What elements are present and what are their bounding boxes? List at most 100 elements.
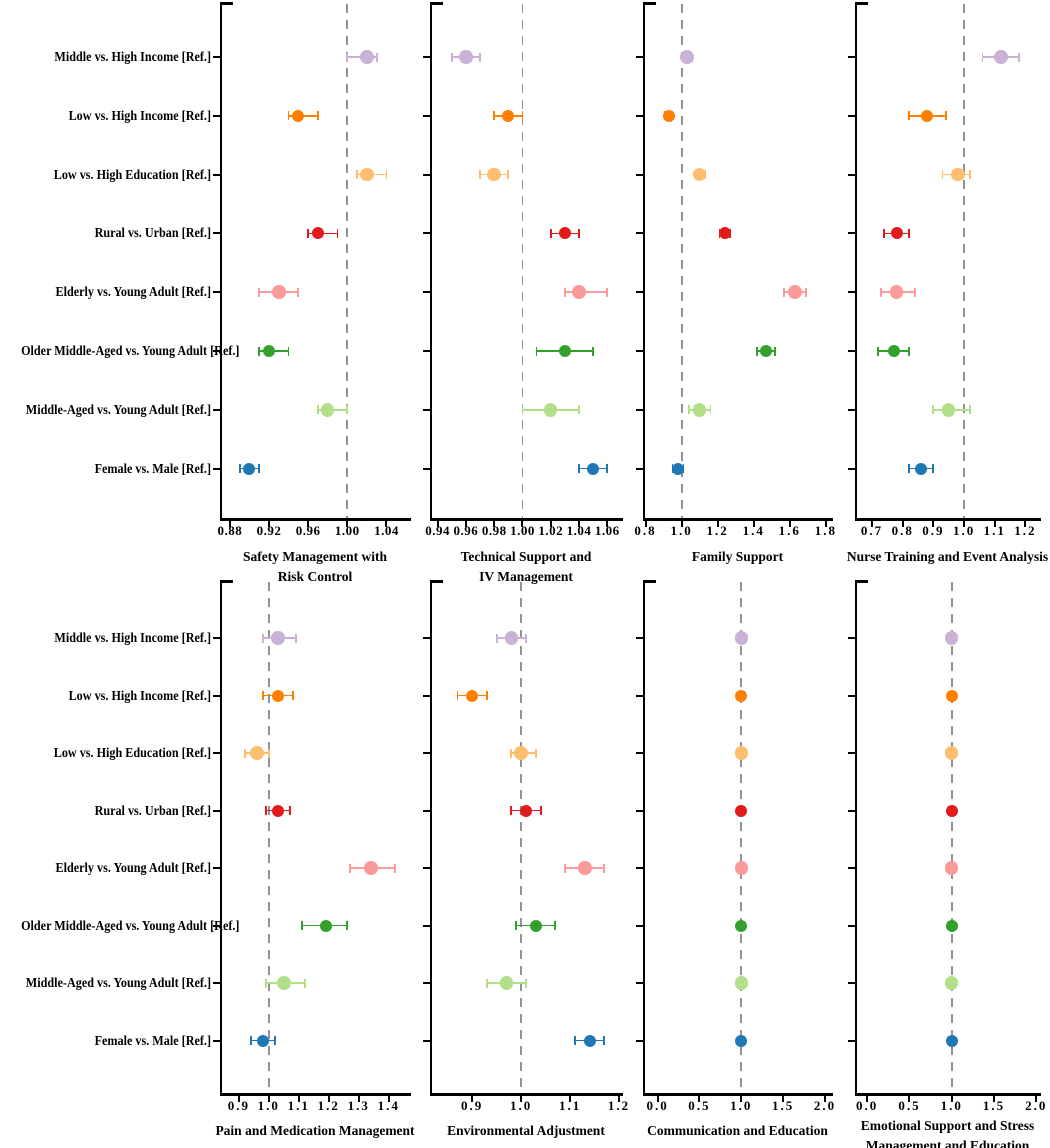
x-tick — [357, 1095, 360, 1102]
error-bar-cap-left — [356, 170, 358, 180]
error-bar-cap-left — [756, 346, 759, 356]
y-tick — [213, 867, 220, 869]
forest-panel: 0.0 0.5 1.0 1.5 2.0 Emotional Support and Str… — [848, 580, 1045, 1148]
data-point — [504, 631, 519, 645]
error-bar-cap-left — [264, 978, 267, 988]
data-point — [250, 746, 264, 760]
forest-panel: 0.94 0.96 0.98 1.00 1.02 1.04 1.06 Technical Su… — [423, 2, 623, 584]
data-point — [499, 976, 514, 990]
error-bar-cap-right — [907, 346, 910, 356]
x-tick — [824, 520, 827, 527]
error-bar-cap-left — [563, 287, 566, 297]
error-bar-cap-left — [549, 228, 552, 238]
x-tick-label: 1.0 — [952, 523, 976, 538]
error-bar-cap-right — [336, 228, 339, 238]
error-bar-cap-right — [393, 863, 396, 873]
x-tick-label: 1.5 — [771, 1098, 795, 1113]
axis-top-cap — [219, 580, 233, 583]
y-axis-spine — [642, 2, 645, 521]
data-point — [945, 804, 958, 817]
error-bar-cap-left — [907, 464, 910, 474]
category-label: Older Middle-Aged vs. Young Adult [Ref.] — [21, 917, 240, 933]
error-bar-cap-right — [932, 464, 935, 474]
x-tick — [782, 1095, 785, 1102]
error-bar-cap-left — [258, 287, 261, 297]
y-tick — [213, 1039, 220, 1042]
x-tick-label: 2.0 — [813, 1098, 837, 1113]
category-label: Rural vs. Urban [Ref.] — [94, 802, 211, 818]
data-point — [572, 285, 586, 299]
error-bar-cap-left — [264, 806, 267, 815]
reference-line — [267, 582, 270, 1093]
x-tick-label: 1.1 — [558, 1098, 582, 1113]
data-point — [320, 403, 335, 417]
error-bar-cap-right — [507, 170, 510, 180]
data-point — [944, 631, 959, 645]
y-tick — [213, 982, 220, 984]
data-point — [890, 227, 903, 240]
x-axis-spine — [429, 518, 623, 521]
error-bar-cap-left — [880, 287, 883, 297]
x-axis-spine — [854, 518, 1041, 521]
y-tick — [636, 173, 643, 176]
data-point — [734, 861, 749, 875]
error-bar-cap-left — [932, 405, 935, 415]
data-point — [271, 631, 285, 645]
data-point — [671, 462, 684, 475]
category-label: Female vs. Male [Ref.] — [94, 1032, 211, 1048]
reference-line — [520, 582, 522, 1093]
x-tick — [267, 520, 270, 527]
data-point — [944, 976, 959, 990]
data-point — [529, 919, 542, 932]
error-bar-cap-right — [969, 405, 972, 415]
x-tick-label: 0.96 — [295, 523, 321, 538]
y-axis-spine — [854, 580, 857, 1096]
y-tick — [636, 694, 643, 697]
y-tick — [213, 752, 220, 754]
x-tick-label: 0.92 — [256, 523, 282, 538]
axis-title: Environmental Adjustment — [447, 1123, 605, 1138]
data-point — [735, 1034, 748, 1047]
error-bar-cap-right — [578, 228, 580, 238]
x-tick-label: 1.1 — [287, 1098, 310, 1113]
data-point — [889, 285, 904, 299]
x-tick-label: 1.0 — [670, 523, 693, 538]
y-tick — [423, 408, 430, 411]
error-bar-cap-right — [578, 405, 580, 415]
data-point — [692, 403, 707, 417]
y-tick — [213, 924, 220, 927]
category-label: Low vs. High Income [Ref.] — [68, 687, 211, 703]
data-point — [692, 167, 707, 182]
y-tick — [636, 56, 643, 58]
error-bar-cap-right — [805, 287, 807, 297]
x-tick-label: 0.9 — [461, 1098, 484, 1113]
error-bar-cap-right — [288, 806, 291, 815]
error-bar-cap-left — [300, 921, 303, 930]
data-point — [360, 50, 374, 64]
x-tick — [493, 520, 496, 527]
x-tick-label: 1.04 — [374, 523, 399, 538]
y-tick — [636, 350, 643, 352]
axis-top-cap — [219, 2, 233, 5]
axis-title: Pain and Medication Management — [215, 1123, 415, 1138]
y-tick — [848, 637, 855, 639]
data-point — [271, 689, 284, 702]
x-tick — [871, 520, 874, 527]
x-tick-label: 1.0 — [257, 1098, 280, 1113]
data-point — [558, 227, 571, 240]
y-tick — [636, 1039, 643, 1042]
data-point — [271, 804, 284, 817]
error-bar-cap-right — [606, 287, 609, 297]
error-bar-cap-right — [606, 464, 609, 474]
x-tick — [716, 520, 719, 527]
error-bar-cap-right — [944, 111, 947, 121]
error-bar-cap-left — [287, 111, 290, 121]
data-point — [945, 1034, 958, 1047]
data-point — [277, 976, 291, 990]
reference-line — [346, 4, 349, 518]
data-point — [915, 462, 928, 475]
y-tick — [848, 1039, 855, 1042]
data-point — [272, 285, 286, 299]
error-bar-cap-left — [574, 1036, 576, 1045]
x-tick-label: 1.2 — [706, 523, 729, 538]
